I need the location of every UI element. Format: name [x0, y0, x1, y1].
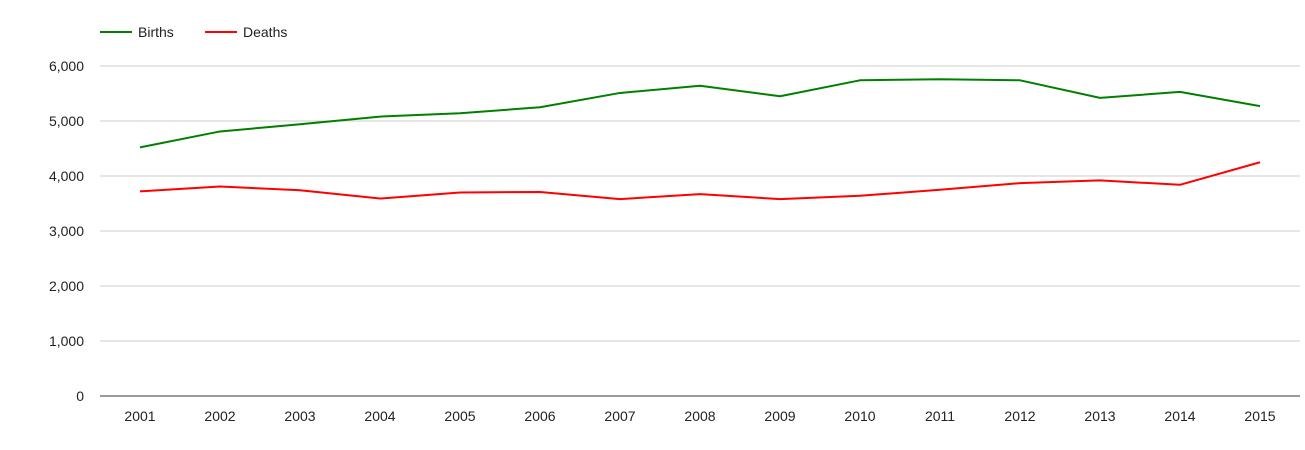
y-tick-label: 1,000 [49, 333, 84, 349]
x-tick-label: 2001 [124, 408, 155, 424]
x-tick-label: 2011 [925, 408, 955, 424]
x-tick-label: 2002 [204, 408, 235, 424]
x-axis-ticks: 2001 2002 2003 2004 2005 2006 2007 2008 2009 2010… [124, 408, 1275, 424]
x-tick-label: 2010 [844, 408, 875, 424]
x-tick-label: 2005 [444, 408, 475, 424]
x-tick-label: 2007 [604, 408, 635, 424]
x-tick-label: 2003 [284, 408, 315, 424]
x-tick-label: 2009 [764, 408, 795, 424]
legend: Births Deaths [100, 24, 287, 40]
x-tick-label: 2012 [1004, 408, 1035, 424]
y-tick-label: 5,000 [49, 113, 84, 129]
y-tick-label: 0 [76, 388, 84, 404]
y-tick-label: 3,000 [49, 223, 84, 239]
gridlines [100, 65, 1300, 342]
y-axis-ticks: 0 1,000 2,000 3,000 4,000 5,000 6,000 [49, 58, 84, 404]
x-tick-label: 2004 [364, 408, 395, 424]
x-tick-label: 2006 [524, 408, 555, 424]
legend-label-deaths: Deaths [243, 24, 287, 40]
x-tick-label: 2008 [684, 408, 715, 424]
y-tick-label: 2,000 [49, 278, 84, 294]
x-tick-label: 2015 [1244, 408, 1275, 424]
y-tick-label: 6,000 [49, 58, 84, 74]
legend-label-births: Births [138, 24, 174, 40]
x-tick-label: 2014 [1164, 408, 1195, 424]
series-lines [139, 78, 1261, 201]
y-tick-label: 4,000 [49, 168, 84, 184]
x-tick-label: 2013 [1084, 408, 1115, 424]
series-line-deaths [139, 161, 1261, 201]
series-line-births [139, 78, 1261, 149]
